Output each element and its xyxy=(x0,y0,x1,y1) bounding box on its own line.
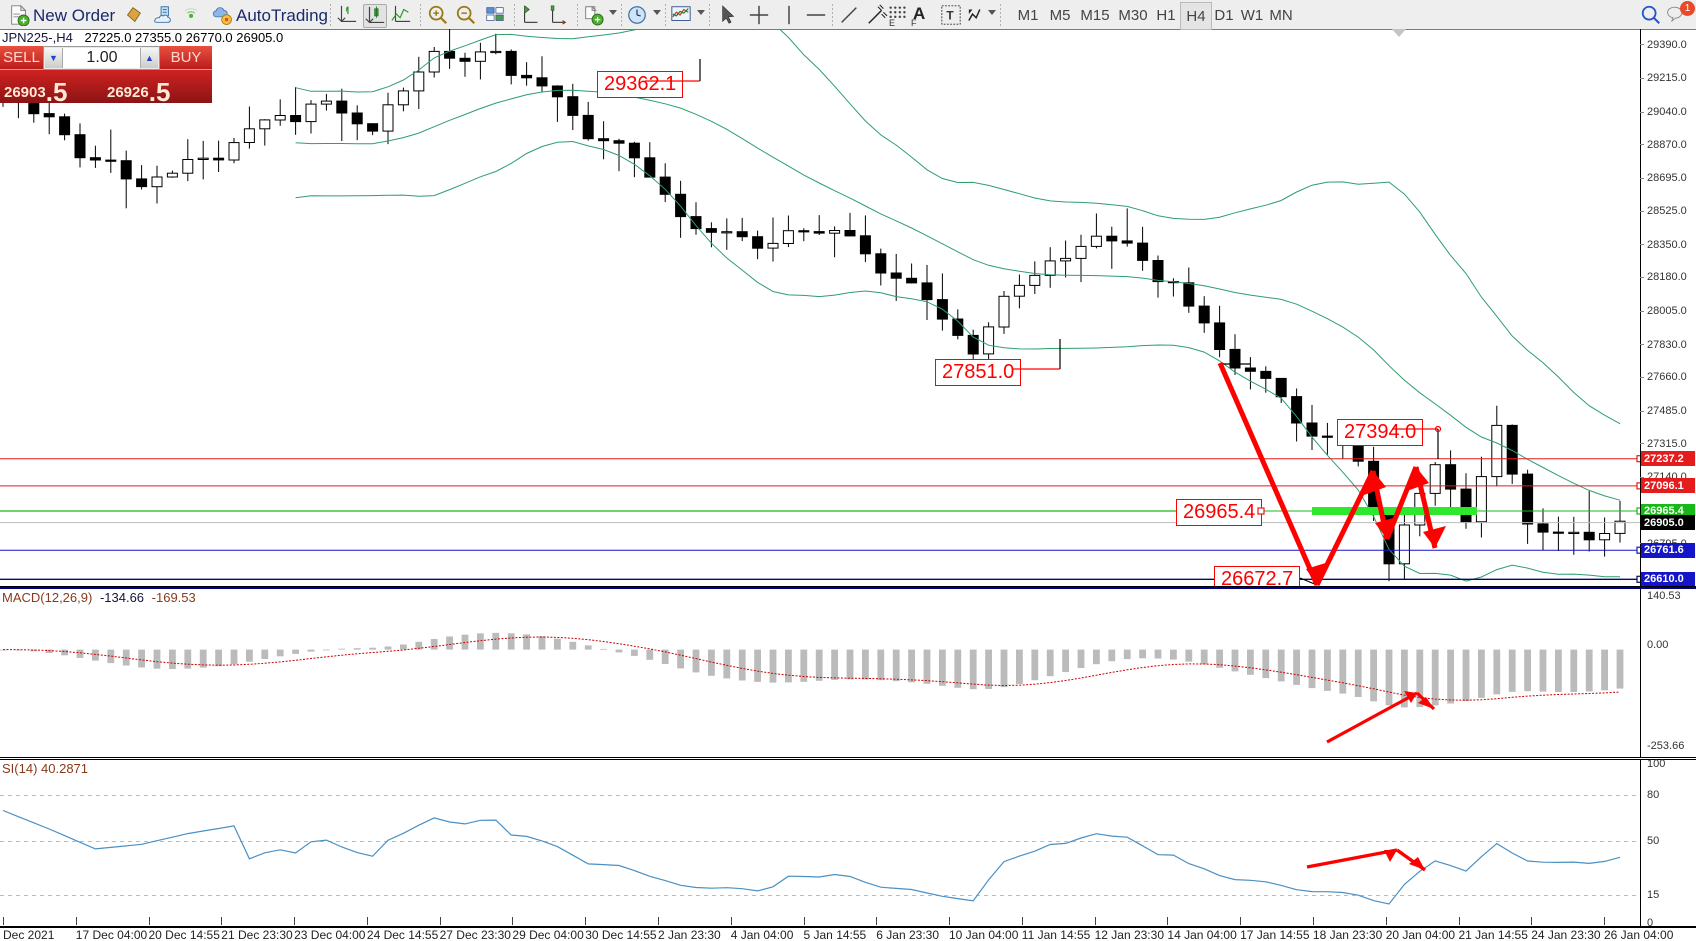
svg-text:T: T xyxy=(946,9,954,23)
